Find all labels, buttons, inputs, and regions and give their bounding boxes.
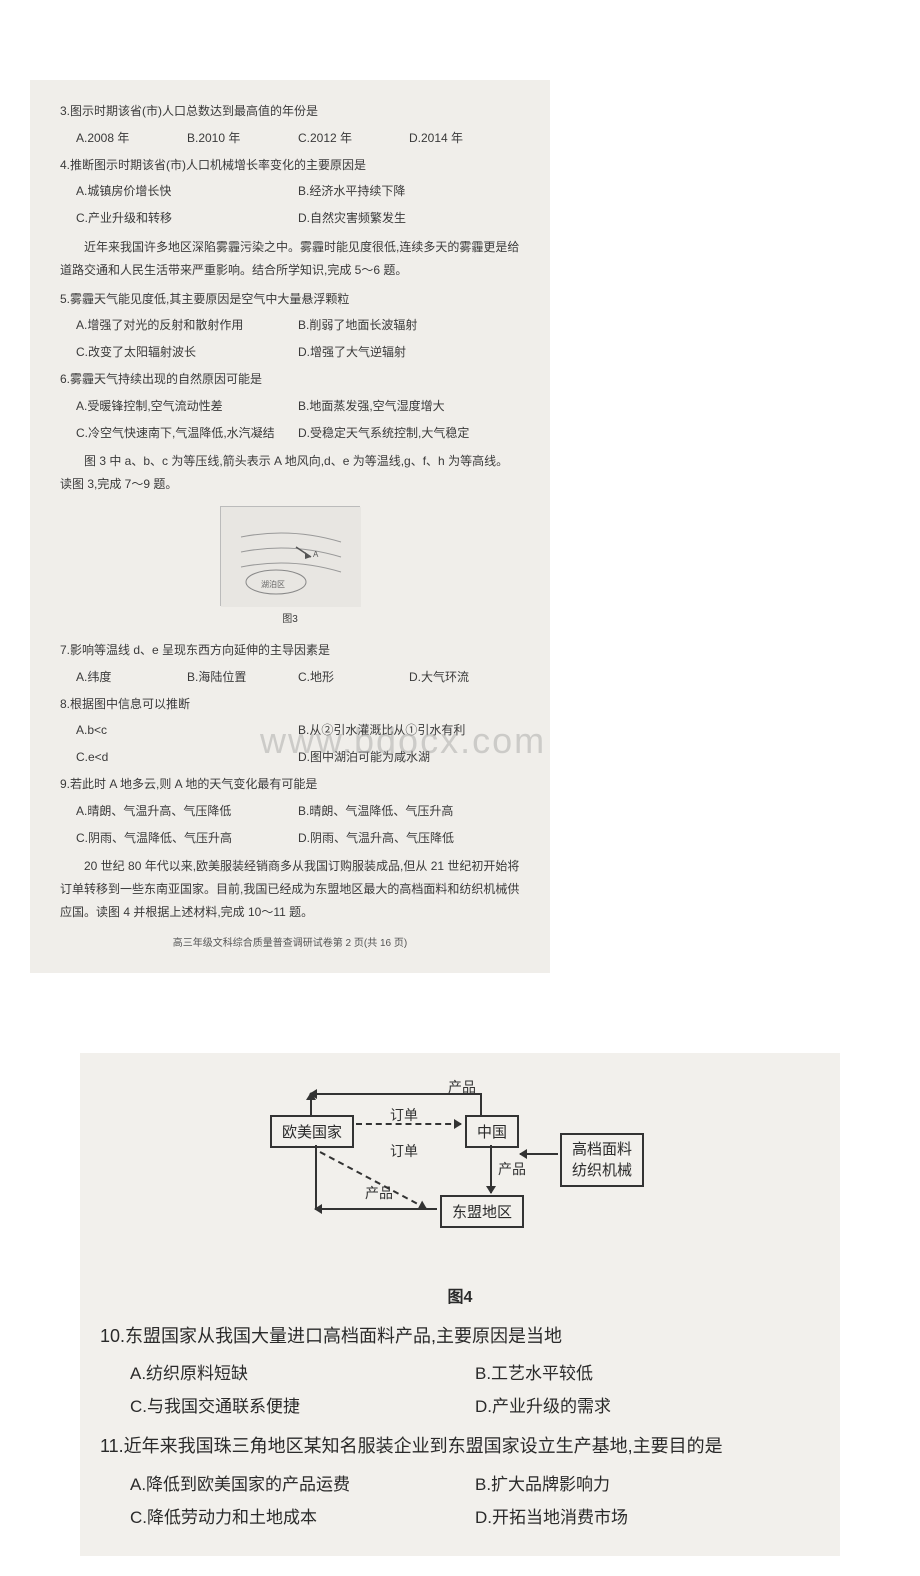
q5-opt-b: B.削弱了地面长波辐射 <box>298 314 520 337</box>
page-footer: 高三年级文科综合质量普查调研试卷第 2 页(共 16 页) <box>60 934 520 953</box>
q4-opt-c: C.产业升级和转移 <box>76 207 298 230</box>
label-orders-1: 订单 <box>390 1105 418 1125</box>
box-euus: 欧美国家 <box>270 1115 354 1148</box>
q3-opt-d: D.2014 年 <box>409 127 520 150</box>
label-products-bottom: 产品 <box>365 1183 393 1203</box>
q9-opt-a: A.晴朗、气温升高、气压降低 <box>76 800 298 823</box>
q4-opt-b: B.经济水平持续下降 <box>298 180 520 203</box>
q3-opt-c: C.2012 年 <box>298 127 409 150</box>
q3-stem: 3.图示时期该省(市)人口总数达到最高值的年份是 <box>60 100 520 123</box>
q8-options-2: C.e<d D.图中湖泊可能为咸水湖 <box>60 746 520 769</box>
q8-opt-b: B.从②引水灌溉比从①引水有利 <box>298 719 520 742</box>
q6-opt-d: D.受稳定天气系统控制,大气稳定 <box>298 422 520 445</box>
q5-options-1: A.增强了对光的反射和散射作用 B.削弱了地面长波辐射 <box>60 314 520 337</box>
arrow-asean-euus <box>315 1208 437 1210</box>
q5-opt-a: A.增强了对光的反射和散射作用 <box>76 314 298 337</box>
q5-opt-c: C.改变了太阳辐射波长 <box>76 341 298 364</box>
q10-opt-b: B.工艺水平较低 <box>475 1359 820 1384</box>
q9-opt-b: B.晴朗、气温降低、气压升高 <box>298 800 520 823</box>
q8-opt-a: A.b<c <box>76 719 298 742</box>
fig3-label: 图3 <box>220 610 360 629</box>
q8-opt-c: C.e<d <box>76 746 298 769</box>
intro-56: 近年来我国许多地区深陷雾霾污染之中。雾霾时能见度很低,连续多天的雾霾更是给道路交… <box>60 236 520 282</box>
q6-opt-b: B.地面蒸发强,空气湿度增大 <box>298 395 520 418</box>
arrow-seg-2 <box>480 1093 482 1115</box>
q9-opt-d: D.阴雨、气温升高、气压降低 <box>298 827 520 850</box>
q10-stem: 10.东盟国家从我国大量进口高档面料产品,主要原因是当地 <box>100 1321 820 1352</box>
q3-opt-a: A.2008 年 <box>76 127 187 150</box>
q11-opt-a: A.降低到欧美国家的产品运费 <box>130 1470 475 1495</box>
q7-opt-d: D.大气环流 <box>409 666 520 689</box>
q11-opt-b: B.扩大品牌影响力 <box>475 1470 820 1495</box>
q5-stem: 5.雾霾天气能见度低,其主要原因是空气中大量悬浮颗粒 <box>60 288 520 311</box>
q7-opt-a: A.纬度 <box>76 666 187 689</box>
q4-opt-a: A.城镇房价增长快 <box>76 180 298 203</box>
arrow-seg-1 <box>310 1093 312 1115</box>
q6-opt-a: A.受暖锋控制,空气流动性差 <box>76 395 298 418</box>
scan-page: 3.图示时期该省(市)人口总数达到最高值的年份是 A.2008 年 B.2010… <box>30 80 550 973</box>
q4-options-1: A.城镇房价增长快 B.经济水平持续下降 <box>60 180 520 203</box>
q10-opt-d: D.产业升级的需求 <box>475 1392 820 1417</box>
intro-79: 图 3 中 a、b、c 为等压线,箭头表示 A 地风向,d、e 为等温线,g、f… <box>60 450 520 496</box>
q3-options: A.2008 年 B.2010 年 C.2012 年 D.2014 年 <box>60 127 520 150</box>
label-fabric: 高档面料 <box>572 1139 632 1160</box>
intro-1011: 20 世纪 80 年代以来,欧美服装经销商多从我国订购服装成品,但从 21 世纪… <box>60 855 520 923</box>
svg-text:A: A <box>313 550 319 559</box>
box-materials: 高档面料 纺织机械 <box>560 1133 644 1187</box>
figure-3: 湖泊区 A 图3 <box>220 506 360 629</box>
fig4-label: 图4 <box>100 1283 820 1307</box>
arrow-china-euus-top <box>310 1093 480 1095</box>
q10-opt-a: A.纺织原料短缺 <box>130 1359 475 1384</box>
q7-opt-b: B.海陆位置 <box>187 666 298 689</box>
q10-row-2: C.与我国交通联系便捷 D.产业升级的需求 <box>100 1392 820 1417</box>
q11-row-1: A.降低到欧美国家的产品运费 B.扩大品牌影响力 <box>100 1470 820 1495</box>
q4-stem: 4.推断图示时期该省(市)人口机械增长率变化的主要原因是 <box>60 154 520 177</box>
svg-text:湖泊区: 湖泊区 <box>261 579 285 589</box>
label-machinery: 纺织机械 <box>572 1160 632 1181</box>
arrow-china-asean <box>490 1145 492 1193</box>
upper-scan: 3.图示时期该省(市)人口总数达到最高值的年份是 A.2008 年 B.2010… <box>0 40 920 1013</box>
q8-options-1: A.b<c B.从②引水灌溉比从①引水有利 <box>60 719 520 742</box>
q3-opt-b: B.2010 年 <box>187 127 298 150</box>
box-asean: 东盟地区 <box>440 1195 524 1228</box>
label-products-right: 产品 <box>498 1159 526 1179</box>
q11-opt-d: D.开拓当地消费市场 <box>475 1503 820 1528</box>
q10-opt-c: C.与我国交通联系便捷 <box>130 1392 475 1417</box>
label-orders-2: 订单 <box>390 1141 418 1161</box>
q10-row-1: A.纺织原料短缺 B.工艺水平较低 <box>100 1359 820 1384</box>
q6-opt-c: C.冷空气快速南下,气温降低,水汽凝结 <box>76 422 298 445</box>
q11-stem: 11.近年来我国珠三角地区某知名服装企业到东盟国家设立生产基地,主要目的是 <box>100 1431 820 1462</box>
q6-options-1: A.受暖锋控制,空气流动性差 B.地面蒸发强,空气湿度增大 <box>60 395 520 418</box>
q6-options-2: C.冷空气快速南下,气温降低,水汽凝结 D.受稳定天气系统控制,大气稳定 <box>60 422 520 445</box>
q9-opt-c: C.阴雨、气温降低、气压升高 <box>76 827 298 850</box>
q4-opt-d: D.自然灾害频繁发生 <box>298 207 520 230</box>
q7-opt-c: C.地形 <box>298 666 409 689</box>
q5-opt-d: D.增强了大气逆辐射 <box>298 341 520 364</box>
q7-stem: 7.影响等温线 d、e 呈现东西方向延伸的主导因素是 <box>60 639 520 662</box>
arrow-seg-3 <box>315 1145 317 1210</box>
figure-4-diagram: 产品 欧美国家 中国 东盟地区 高档面料 纺织机械 订单 订单 产品 产品 <box>270 1083 650 1253</box>
q11-row-2: C.降低劳动力和土地成本 D.开拓当地消费市场 <box>100 1503 820 1528</box>
q9-stem: 9.若此时 A 地多云,则 A 地的天气变化最有可能是 <box>60 773 520 796</box>
fig3-image: 湖泊区 A <box>220 506 360 606</box>
q11-opt-c: C.降低劳动力和土地成本 <box>130 1503 475 1528</box>
q4-options-2: C.产业升级和转移 D.自然灾害频繁发生 <box>60 207 520 230</box>
q9-options-1: A.晴朗、气温升高、气压降低 B.晴朗、气温降低、气压升高 <box>60 800 520 823</box>
q7-options: A.纬度 B.海陆位置 C.地形 D.大气环流 <box>60 666 520 689</box>
q9-options-2: C.阴雨、气温降低、气压升高 D.阴雨、气温升高、气压降低 <box>60 827 520 850</box>
q6-stem: 6.雾霾天气持续出现的自然原因可能是 <box>60 368 520 391</box>
q8-stem: 8.根据图中信息可以推断 <box>60 693 520 716</box>
q5-options-2: C.改变了太阳辐射波长 D.增强了大气逆辐射 <box>60 341 520 364</box>
box-china: 中国 <box>465 1115 519 1148</box>
lower-section: 产品 欧美国家 中国 东盟地区 高档面料 纺织机械 订单 订单 产品 产品 图4… <box>80 1053 840 1556</box>
q8-opt-d: D.图中湖泊可能为咸水湖 <box>298 746 520 769</box>
arrow-materials <box>520 1153 558 1155</box>
